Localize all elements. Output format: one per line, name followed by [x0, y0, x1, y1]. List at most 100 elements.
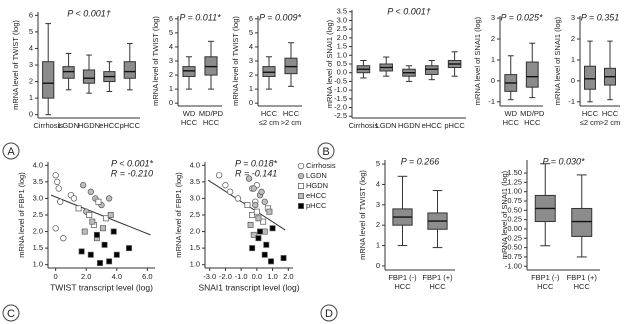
annotation: R = -0.210 [111, 168, 153, 178]
annotation: P < 0.001† [387, 6, 430, 16]
panel-letters: A B C D [2, 142, 338, 322]
annotation: P = 0.266 [401, 156, 439, 166]
point [258, 188, 265, 195]
y-tick-label: 3 [169, 56, 173, 65]
panel-circle [2, 142, 20, 160]
panel-label: A [7, 146, 15, 158]
x-tick-label: 6.0 [142, 272, 152, 281]
point [226, 188, 234, 195]
legend-marker [297, 172, 305, 180]
box [425, 65, 439, 75]
y-tick-label: -1 [568, 97, 575, 106]
point [103, 215, 110, 222]
y-axis-title: mRNA level of FBP1 (log) [174, 172, 183, 258]
x-tick-label: >2 cm [600, 118, 621, 127]
point [261, 198, 268, 205]
y-axis-title: mRNA level of SNAI1 (log) [325, 19, 334, 108]
x-tick-label: ≤2 cm [259, 118, 279, 127]
point [250, 231, 257, 238]
y-tick-label: 0.5 [337, 59, 347, 68]
point [247, 221, 254, 228]
y-tick-label: 5 [29, 27, 33, 36]
y-tick-label: 2.5 [190, 210, 200, 219]
y-tick-label: 1.5 [190, 243, 200, 252]
x-tick-label: Cirrhosis [33, 121, 63, 130]
point [244, 202, 251, 209]
y-tick-label: 3.5 [190, 177, 200, 186]
y-tick-label: 0 [29, 110, 33, 119]
y-tick-label: 2.5 [337, 24, 347, 33]
y-tick-label: 2.0 [337, 33, 347, 42]
panel-circle [2, 304, 20, 322]
annotation: P = 0.011* [179, 12, 221, 22]
y-tick-label: -1 [488, 97, 495, 106]
point [249, 212, 256, 218]
y-axis-title: mRNA level of TWIST (log) [358, 170, 367, 260]
chart: 1.0 1.5 2.0 2.5 3.0 3.5 4.0 mRNA level of FBP1 … [174, 158, 336, 292]
y-tick-label: 1.0 [33, 260, 43, 269]
x-tick-label: HCC [503, 118, 520, 127]
y-tick-label: -2.0 [334, 103, 347, 112]
point [75, 205, 82, 212]
y-tick-label: 2 [29, 77, 33, 86]
point [253, 208, 260, 215]
y-tick-label: 0 [571, 76, 575, 85]
point [70, 195, 78, 202]
y-tick-label: 3 [571, 13, 575, 22]
y-tick-label: 0.75 [507, 196, 522, 205]
annotation: P = 0.351 [581, 12, 619, 22]
box [262, 66, 276, 77]
x-axis-title: TWIST transcript level (log) [50, 282, 153, 292]
x-tick-label: HCC [283, 109, 300, 118]
point [266, 208, 273, 215]
y-tick-label: 4 [169, 42, 173, 51]
panel-label: C [7, 308, 15, 320]
point [263, 241, 270, 248]
x-tick-label: 4.0 [112, 272, 122, 281]
chart: -2.5-2.0-1.5-1.0-0.50.00.51.01.52.02.53.… [325, 6, 466, 130]
y-tick-label: -0.50 [505, 243, 522, 252]
box [584, 65, 596, 90]
x-tick-label: Cirrhosis [349, 121, 379, 130]
point [78, 248, 85, 255]
y-tick-label: 0.0 [337, 68, 347, 77]
y-tick-label: 4.0 [190, 160, 200, 169]
point [93, 231, 100, 238]
y-tick-label: 5 [376, 159, 380, 168]
y-tick-label: 2 [249, 70, 253, 79]
y-tick-label: -1.0 [334, 85, 347, 94]
y-axis-title: mRNA level of SNAI1 (log) [553, 16, 562, 105]
point [268, 258, 274, 265]
legend-label: eHCC [306, 191, 327, 200]
chart: 0 1 2 3 4 5 6 mRNA level of TWIST (log) P = 0.00… [231, 12, 302, 127]
annotation: P = 0.025* [501, 12, 543, 22]
point [100, 225, 106, 232]
y-axis-title: mRNA level of SNAI1 (log) [500, 170, 509, 259]
y-tick-label: 0.25 [507, 215, 522, 224]
annotation: P = 0.009* [259, 12, 301, 22]
panel-label: D [325, 308, 333, 320]
y-tick-label: 2 [169, 70, 173, 79]
x-tick-label: FBP1 (-) [388, 273, 417, 282]
point [260, 218, 267, 225]
x-tick-label: 0 [54, 272, 58, 281]
y-axis-title: mRNA level of TWIST (log) [11, 20, 20, 110]
x-tick-label: HCC [261, 109, 278, 118]
y-tick-label: 0 [169, 98, 173, 107]
box [123, 61, 136, 79]
x-tick-label: HCC [181, 118, 198, 127]
chart: -1 0 1 2 3 mRNA level of SNAI1 (log) P = 0.025… [473, 12, 545, 127]
point [55, 185, 62, 192]
point [252, 201, 259, 209]
x-tick-label: -1.0 [235, 272, 248, 281]
y-tick-label: 4 [249, 42, 253, 51]
x-tick-label: FBP1 (+) [422, 273, 453, 282]
x-tick-label: eHCC [99, 121, 120, 130]
point [101, 241, 108, 248]
y-tick-label: 0 [491, 76, 495, 85]
y-tick-label: 3 [249, 56, 253, 65]
point [215, 172, 223, 179]
y-tick-label: 1.0 [190, 260, 200, 269]
point [52, 225, 59, 232]
x-tick-label: pHCC [444, 121, 465, 130]
